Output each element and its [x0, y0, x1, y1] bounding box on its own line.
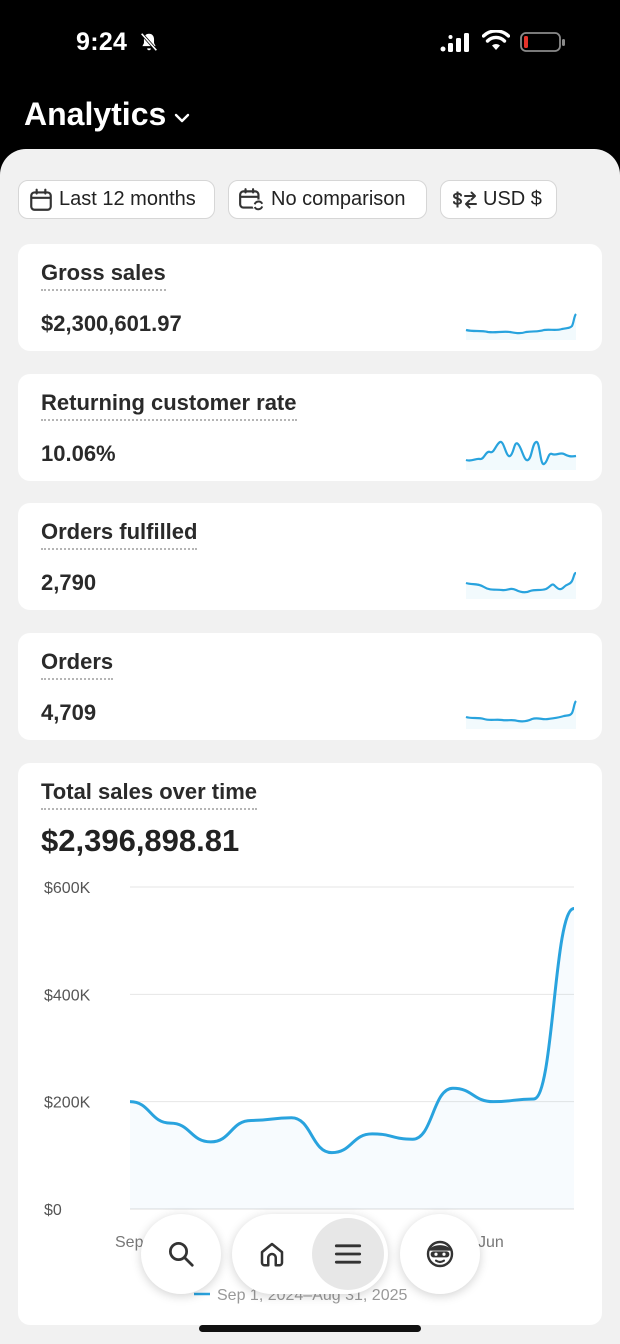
currency-filter[interactable]: USD $ — [440, 180, 557, 219]
search-button[interactable] — [141, 1214, 221, 1294]
metric-title[interactable]: Returning customer rate — [41, 390, 297, 421]
comparison-filter[interactable]: No comparison — [228, 180, 427, 219]
analytics-sheet: Last 12 months No comparison USD $ — [0, 149, 620, 1344]
sparkline — [465, 313, 577, 340]
y-tick-label: $600K — [44, 880, 91, 897]
bottom-nav — [0, 1214, 620, 1296]
metric-title[interactable]: Orders — [41, 649, 114, 680]
sparkline — [465, 571, 577, 599]
returning-customer-rate-card[interactable]: Returning customer rate 10.06% — [18, 374, 602, 481]
currency-label: USD $ — [483, 188, 542, 210]
sparkline — [465, 700, 577, 729]
chevron-down-icon[interactable] — [174, 112, 190, 124]
metric-title[interactable]: Orders fulfilled — [41, 519, 198, 550]
battery-low-icon — [520, 32, 565, 52]
chart-title[interactable]: Total sales over time — [41, 779, 258, 810]
status-bar: 9:24 — [0, 0, 620, 86]
orders-fulfilled-card[interactable]: Orders fulfilled 2,790 — [18, 503, 602, 610]
x-tick-label: Sep — [115, 1234, 144, 1251]
y-tick-label: $400K — [44, 987, 91, 1004]
orders-card[interactable]: Orders 4,709 — [18, 633, 602, 740]
metric-value: 4,709 — [41, 700, 97, 725]
calendar-compare-icon — [239, 187, 265, 211]
date-range-label: Last 12 months — [59, 188, 196, 210]
total-sales-value: $2,396,898.81 — [41, 823, 240, 858]
comparison-label: No comparison — [271, 188, 406, 210]
home-icon — [260, 1242, 284, 1267]
home-button[interactable] — [236, 1218, 308, 1290]
currency-swap-icon — [452, 191, 477, 208]
calendar-icon — [30, 188, 52, 211]
series-area — [130, 908, 574, 1209]
metric-value: $2,300,601.97 — [41, 311, 182, 336]
sparkline — [465, 440, 577, 470]
filter-bar: Last 12 months No comparison USD $ — [18, 180, 557, 219]
wifi-icon — [482, 30, 510, 50]
y-tick-label: $200K — [44, 1095, 91, 1112]
y-tick-label: $0 — [44, 1202, 62, 1219]
gross-sales-card[interactable]: Gross sales $2,300,601.97 — [18, 244, 602, 351]
bell-slash-icon — [140, 32, 158, 52]
home-menu-pill — [232, 1214, 388, 1294]
date-range-filter[interactable]: Last 12 months — [18, 180, 215, 219]
metric-title[interactable]: Gross sales — [41, 260, 166, 291]
page-title[interactable]: Analytics — [24, 96, 167, 132]
menu-button[interactable] — [312, 1218, 384, 1290]
home-indicator — [199, 1325, 421, 1332]
profile-button[interactable] — [400, 1214, 480, 1294]
menu-icon — [334, 1244, 362, 1264]
analytics-header[interactable]: Analytics — [24, 96, 190, 133]
search-icon — [169, 1242, 194, 1267]
metric-value: 10.06% — [41, 441, 116, 466]
profile-icon — [426, 1240, 454, 1268]
status-time: 9:24 — [76, 28, 128, 56]
metric-value: 2,790 — [41, 570, 97, 595]
signal-icon — [440, 33, 469, 52]
x-tick-label: Jun — [478, 1234, 504, 1251]
